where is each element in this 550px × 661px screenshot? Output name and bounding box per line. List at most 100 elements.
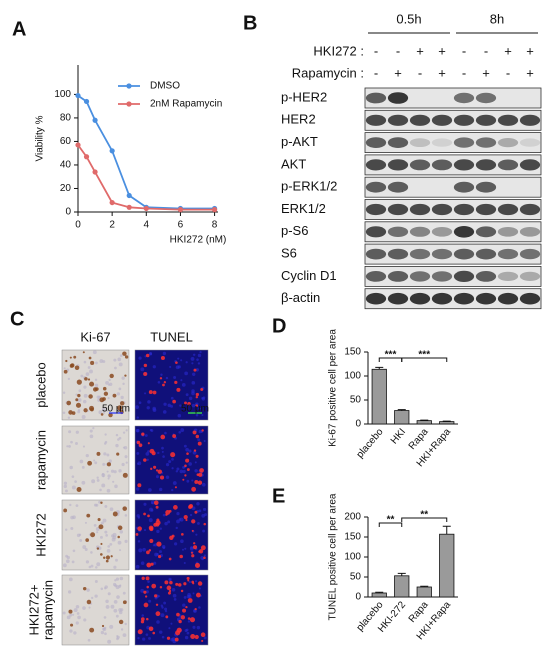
blot-band [431, 271, 453, 282]
stained-cell [163, 381, 167, 384]
cell [75, 604, 80, 609]
cell [77, 398, 82, 402]
cell [98, 410, 103, 415]
error-bar [442, 525, 451, 535]
protein-label: p-HER2 [281, 89, 327, 104]
cell [201, 513, 205, 518]
stained-cell [200, 545, 206, 551]
cell [80, 374, 84, 378]
x-tick-label: HKI [389, 427, 408, 447]
blot-band [409, 248, 431, 260]
cell [121, 462, 125, 467]
stained-cell [187, 598, 193, 603]
cell [100, 521, 104, 525]
stained-cell [145, 576, 150, 581]
cell [187, 620, 191, 623]
blot-band [387, 114, 409, 126]
data-point [75, 92, 81, 99]
stained-cell [165, 509, 171, 515]
cell [93, 459, 96, 462]
stained-cell [203, 556, 206, 560]
cell [117, 357, 122, 362]
blot-band [453, 137, 475, 148]
cell [191, 403, 196, 408]
cell [194, 580, 198, 583]
stained-cell [68, 410, 73, 415]
stained-cell [90, 532, 96, 538]
cell [110, 604, 115, 609]
cell [90, 564, 94, 568]
cell [119, 549, 122, 552]
blot-band [497, 292, 519, 305]
cell [161, 446, 164, 450]
cell [177, 413, 182, 418]
stained-cell [73, 355, 77, 359]
stained-cell [137, 526, 142, 531]
blot-band [519, 159, 541, 171]
stained-cell [197, 581, 203, 586]
cell [94, 594, 98, 598]
stained-cell [89, 381, 95, 387]
cell [171, 488, 174, 492]
significance-bracket [401, 517, 448, 522]
stained-cell [192, 430, 197, 435]
cell [120, 608, 124, 612]
cell [105, 380, 110, 385]
cell [136, 487, 140, 491]
row-label: rapamycin [40, 580, 55, 640]
cell [167, 403, 172, 408]
cell [87, 638, 91, 642]
stained-cell [146, 550, 150, 555]
significance-label: *** [385, 350, 397, 361]
stained-cell [203, 522, 207, 526]
stained-cell [112, 393, 117, 398]
cell [136, 416, 140, 419]
cell [69, 629, 73, 633]
stained-cell [166, 585, 172, 591]
stained-cell [174, 486, 177, 489]
cell [68, 430, 72, 434]
cell [62, 391, 66, 394]
cell [117, 438, 120, 441]
stained-cell [153, 500, 159, 506]
blot-strip [364, 132, 542, 154]
treatment-sign: + [526, 43, 534, 58]
stained-cell [187, 402, 191, 406]
stained-cell [166, 636, 171, 640]
stained-cell [200, 632, 206, 638]
stained-cell [152, 631, 156, 635]
cell [144, 434, 148, 437]
stained-cell [175, 582, 179, 586]
cell [112, 582, 117, 587]
legend-marker [126, 101, 132, 107]
panel-letter: A [12, 18, 26, 40]
stained-cell [191, 554, 195, 558]
cell [110, 469, 115, 473]
cell [120, 395, 124, 400]
cell [71, 560, 75, 564]
stained-cell [63, 369, 68, 374]
cell [72, 613, 75, 616]
stained-cell [83, 408, 88, 413]
cell [186, 631, 190, 635]
significance-bracket [401, 357, 448, 362]
cell [191, 479, 194, 482]
cell [136, 462, 140, 465]
y-axis-label: TUNEL positive cell per area [328, 493, 339, 620]
cell [89, 434, 94, 439]
cell [107, 383, 111, 386]
cell [188, 462, 192, 466]
stained-cell [117, 535, 120, 539]
cell [95, 361, 98, 365]
cell [66, 615, 71, 620]
cell [113, 599, 118, 604]
cell [170, 637, 174, 642]
stained-cell [150, 562, 154, 566]
stained-cell [69, 363, 74, 368]
blot-band [365, 271, 387, 282]
blot-band [453, 248, 475, 260]
stained-cell [143, 512, 146, 516]
row-label: rapamycin [33, 430, 48, 490]
cell [182, 603, 186, 607]
cell [203, 636, 207, 640]
